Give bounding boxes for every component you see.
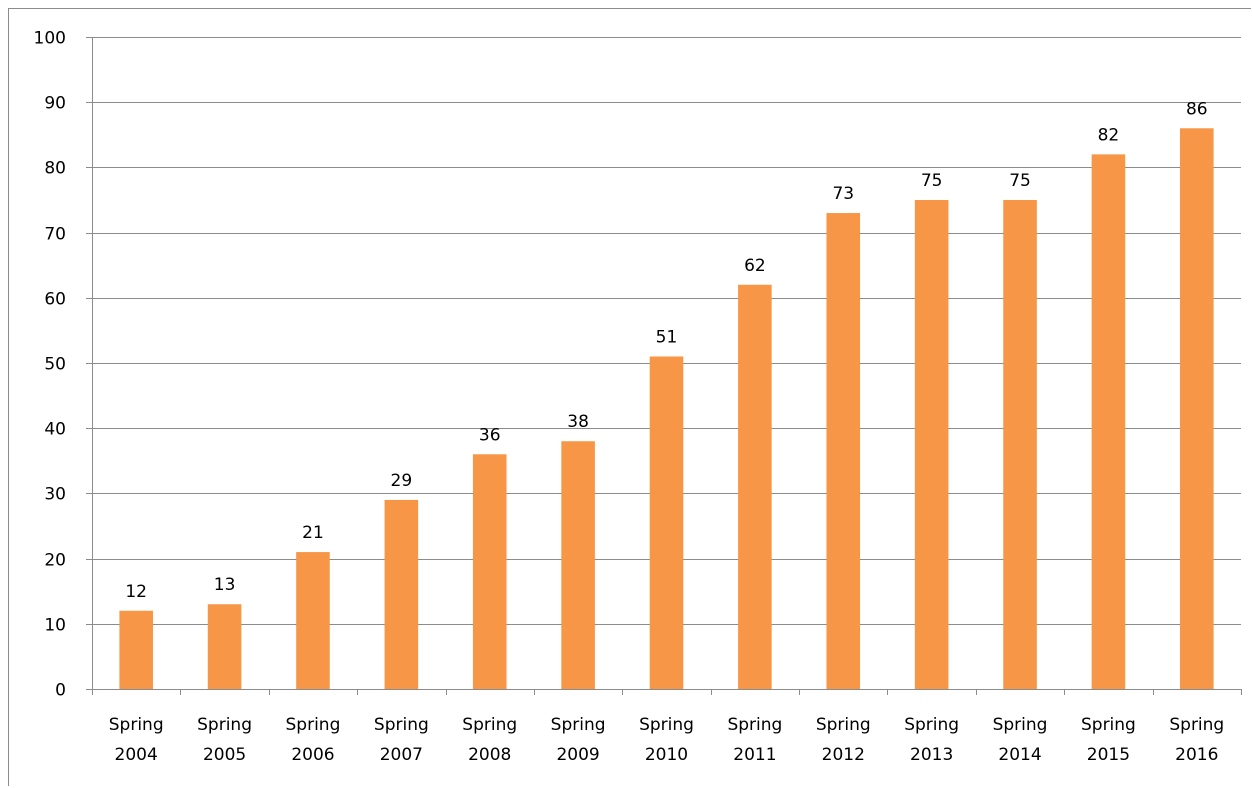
y-tick-label-60: 60 (44, 290, 66, 310)
bars (119, 128, 1213, 689)
data-label-8: 73 (832, 184, 854, 204)
data-label-2: 21 (302, 523, 324, 543)
data-label-9: 75 (921, 171, 943, 191)
bar-7 (738, 285, 772, 689)
bar-10 (1003, 200, 1037, 689)
data-label-3: 29 (391, 471, 413, 491)
bar-1 (208, 604, 242, 689)
data-label-10: 75 (1009, 171, 1031, 191)
x-tick-labels: Spring 2004 Spring 2005 Spring 2006 Spring 2007… (109, 715, 1224, 765)
y-tick-label-50: 50 (44, 355, 66, 375)
y-tick-label-0: 0 (55, 681, 66, 701)
x-tick-label-9: Spring 2013 (904, 715, 959, 765)
y-tick-label-80: 80 (44, 159, 66, 179)
x-tick-label-4: Spring 2008 (462, 715, 517, 765)
y-tick-label-90: 90 (44, 94, 66, 114)
x-tick-label-2: Spring 2006 (286, 715, 341, 765)
x-tick-label-8: Spring 2012 (816, 715, 871, 765)
bar-8 (826, 213, 860, 689)
data-label-1: 13 (214, 575, 236, 595)
y-tick-label-20: 20 (44, 551, 66, 571)
bar-6 (650, 356, 684, 689)
data-label-11: 82 (1098, 125, 1120, 145)
x-tick-label-3: Spring 2007 (374, 715, 429, 765)
y-tick-label-10: 10 (44, 616, 66, 636)
bar-5 (561, 441, 595, 689)
bar-11 (1092, 154, 1126, 689)
y-tick-label-70: 70 (44, 225, 66, 245)
bar-3 (385, 500, 419, 689)
x-tick-label-1: Spring 2005 (197, 715, 252, 765)
x-tick-label-5: Spring 2009 (551, 715, 606, 765)
data-label-5: 38 (567, 412, 589, 432)
data-label-12: 86 (1186, 99, 1208, 119)
y-tick-label-100: 100 (34, 29, 66, 49)
x-tick-label-11: Spring 2015 (1081, 715, 1136, 765)
x-tick-label-7: Spring 2011 (727, 715, 782, 765)
x-tick-label-0: Spring 2004 (109, 715, 164, 765)
x-tick-label-12: Spring 2016 (1169, 715, 1224, 765)
y-tick-label-40: 40 (44, 420, 66, 440)
bar-2 (296, 552, 330, 689)
data-label-0: 12 (125, 582, 147, 602)
x-tick-label-10: Spring 2014 (993, 715, 1048, 765)
x-tick-label-6: Spring 2010 (639, 715, 694, 765)
bar-9 (915, 200, 949, 689)
bar-4 (473, 454, 507, 689)
bar-0 (119, 611, 153, 689)
y-tick-labels: 0 10 20 30 40 50 60 70 80 90 100 (34, 29, 66, 701)
y-tick-label-30: 30 (44, 485, 66, 505)
data-label-6: 51 (656, 327, 678, 347)
bar-12 (1180, 128, 1214, 689)
data-label-7: 62 (744, 256, 766, 276)
data-label-4: 36 (479, 425, 501, 445)
